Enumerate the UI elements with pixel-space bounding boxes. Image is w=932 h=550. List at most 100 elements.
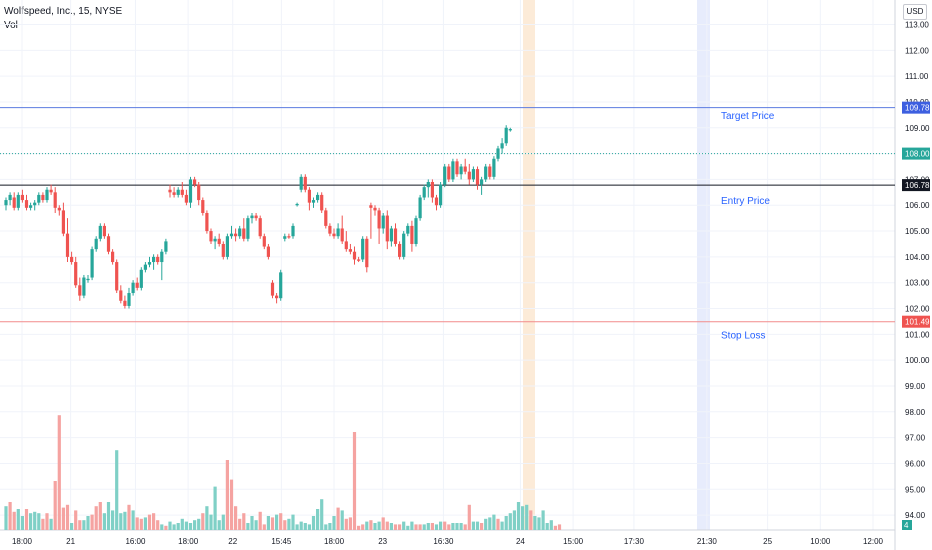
candle-body bbox=[86, 278, 90, 281]
volume-bar bbox=[484, 518, 488, 530]
volume-bar bbox=[320, 499, 324, 530]
volume-bar bbox=[393, 524, 398, 530]
volume-bar bbox=[361, 524, 365, 530]
volume-bar bbox=[172, 524, 176, 530]
volume-indicator-label[interactable]: Vol bbox=[4, 20, 18, 31]
volume-bar bbox=[459, 523, 463, 530]
volume-bar bbox=[537, 517, 541, 530]
volume-bar bbox=[147, 514, 152, 530]
x-tick-label: 21 bbox=[66, 537, 75, 546]
volume-bar bbox=[16, 509, 20, 530]
candle-body bbox=[316, 194, 320, 201]
volume-bar bbox=[65, 504, 70, 530]
candle-body bbox=[70, 256, 74, 263]
volume-bar bbox=[160, 524, 164, 530]
y-tick-label: 95.00 bbox=[905, 485, 926, 494]
volume-bar bbox=[152, 513, 156, 530]
price-label-box bbox=[902, 101, 930, 114]
annotation-label: Stop Loss bbox=[721, 330, 765, 341]
volume-bar bbox=[102, 513, 106, 530]
candle-body bbox=[500, 143, 504, 149]
candle-body bbox=[270, 282, 275, 296]
candle-body bbox=[262, 236, 266, 247]
candle-body bbox=[336, 228, 340, 237]
volume-bar bbox=[4, 506, 8, 530]
candle-body bbox=[188, 179, 193, 203]
volume-bar bbox=[287, 518, 291, 530]
volume-bar bbox=[193, 520, 197, 530]
volume-bar bbox=[86, 516, 90, 530]
volume-bar bbox=[180, 518, 184, 530]
y-tick-label: 98.00 bbox=[905, 408, 926, 417]
last-price-label: 108.00 bbox=[905, 150, 930, 159]
volume-bar bbox=[443, 521, 447, 530]
candle-body bbox=[340, 228, 344, 242]
x-tick-label: 18:00 bbox=[178, 537, 199, 546]
candle-body bbox=[373, 207, 377, 211]
candle-body bbox=[324, 210, 328, 226]
candle-body bbox=[127, 293, 131, 306]
volume-bar bbox=[225, 460, 229, 530]
candle-body bbox=[65, 233, 70, 257]
volume-bar bbox=[41, 518, 45, 530]
candle-body bbox=[275, 295, 279, 299]
candle-body bbox=[106, 236, 111, 252]
candle-body bbox=[410, 225, 414, 244]
volume-bar bbox=[262, 524, 266, 530]
volume-bar bbox=[250, 516, 254, 530]
volume-bar bbox=[283, 520, 287, 530]
candle-body bbox=[320, 194, 324, 211]
volume-bar bbox=[12, 511, 16, 530]
candle-body bbox=[205, 212, 209, 232]
candle-body bbox=[471, 169, 475, 180]
volume-bar bbox=[279, 513, 283, 530]
volume-bar bbox=[135, 517, 139, 530]
candle-body bbox=[143, 264, 147, 270]
candle-body bbox=[29, 205, 33, 208]
volume-bar bbox=[369, 520, 373, 530]
price-label-box bbox=[902, 315, 930, 328]
y-tick-label: 100.00 bbox=[905, 356, 930, 365]
candle-body bbox=[496, 148, 500, 159]
candle-body bbox=[451, 161, 455, 180]
candle-body bbox=[98, 225, 102, 239]
volume-bar bbox=[533, 516, 537, 530]
volume-bar bbox=[336, 507, 340, 530]
volume-bar bbox=[8, 502, 12, 530]
entry-price-label: 106.78 bbox=[905, 181, 930, 190]
y-tick-label: 113.00 bbox=[905, 21, 929, 30]
x-tick-label: 10:00 bbox=[810, 537, 831, 546]
y-tick-label: 111.00 bbox=[905, 72, 929, 81]
candle-body bbox=[172, 192, 176, 195]
volume-bar bbox=[426, 523, 430, 530]
symbol-title[interactable]: Wolfspeed, Inc., 15, NYSE bbox=[4, 6, 123, 17]
candle-body bbox=[303, 176, 307, 190]
candle-body bbox=[291, 225, 295, 237]
volume-bar bbox=[291, 514, 295, 530]
volume-bar bbox=[471, 521, 475, 530]
volume-bar bbox=[270, 517, 275, 530]
volume-bar bbox=[156, 520, 160, 530]
y-tick-label: 96.00 bbox=[905, 459, 926, 468]
x-tick-label: 17:30 bbox=[624, 537, 645, 546]
candle-body bbox=[119, 290, 123, 301]
volume-bar bbox=[246, 523, 250, 530]
volume-bar bbox=[123, 511, 127, 530]
volume-bar bbox=[352, 432, 357, 530]
volume-bar bbox=[303, 523, 307, 530]
volume-bar bbox=[516, 502, 521, 530]
candle-body bbox=[348, 249, 352, 252]
volume-bar bbox=[529, 510, 533, 530]
volume-bar bbox=[348, 517, 352, 530]
x-tick-label: 15:45 bbox=[271, 537, 292, 546]
volume-bar bbox=[275, 514, 279, 530]
candle-body bbox=[389, 228, 393, 242]
volume-bar bbox=[549, 520, 553, 530]
volume-bar bbox=[217, 520, 221, 530]
currency-label[interactable]: USD bbox=[903, 4, 927, 20]
volume-bar bbox=[307, 524, 311, 530]
volume-bar bbox=[557, 524, 562, 530]
volume-bar bbox=[143, 517, 147, 530]
y-tick-label: 105.00 bbox=[905, 227, 930, 236]
